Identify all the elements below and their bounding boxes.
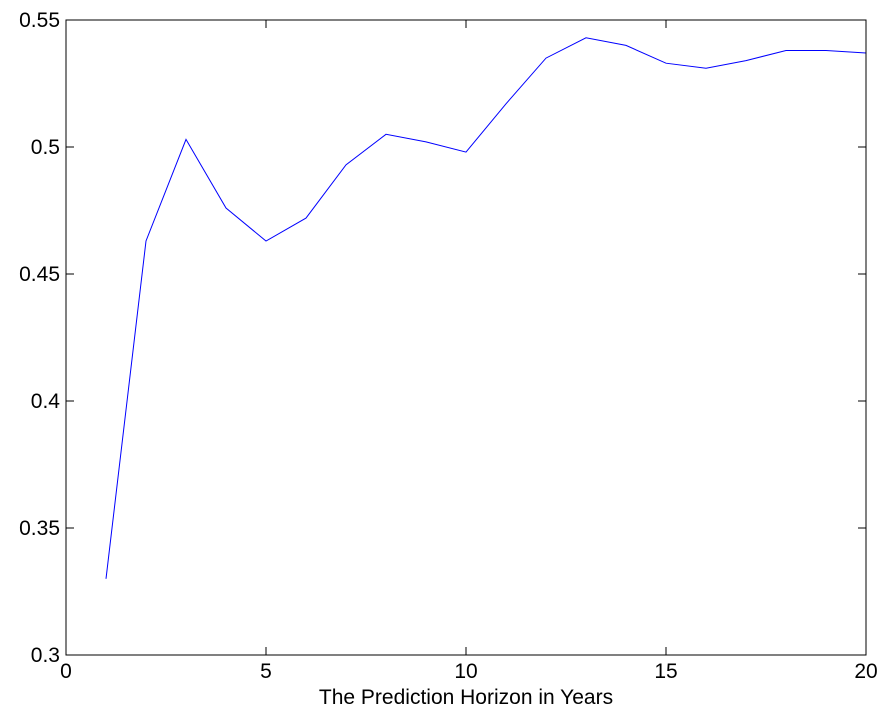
y-tick-label: 0.55 bbox=[19, 9, 60, 32]
data-point bbox=[706, 68, 707, 69]
plot-area-frame bbox=[65, 19, 867, 656]
data-point bbox=[666, 63, 667, 64]
y-tick-label: 0.4 bbox=[31, 390, 61, 413]
data-point bbox=[786, 50, 787, 51]
data-point bbox=[146, 240, 147, 241]
data-point bbox=[426, 141, 427, 142]
series-group bbox=[105, 37, 867, 579]
x-tick-label: 5 bbox=[260, 660, 272, 683]
data-point bbox=[506, 103, 507, 104]
x-tick-label: 20 bbox=[854, 660, 877, 683]
data-point bbox=[466, 152, 467, 153]
data-point bbox=[266, 240, 267, 241]
data-point bbox=[306, 218, 307, 219]
data-point bbox=[546, 58, 547, 59]
data-point bbox=[186, 139, 187, 140]
y-tick-label: 0.5 bbox=[31, 136, 60, 159]
x-axis-label: The Prediction Horizon in Years bbox=[319, 686, 613, 709]
x-tick-label: 10 bbox=[454, 660, 477, 683]
series-line bbox=[105, 37, 867, 579]
data-point bbox=[626, 45, 627, 46]
data-point bbox=[586, 37, 587, 38]
axis-ticks bbox=[65, 19, 867, 656]
x-tick-label: 0 bbox=[60, 660, 72, 683]
data-point bbox=[226, 207, 227, 208]
y-tick-label: 0.35 bbox=[19, 517, 60, 540]
x-tick-label: 15 bbox=[654, 660, 677, 683]
tick-labels: 0 5 10 15 20 0.3 0.35 0.4 0.45 0.5 0.55 bbox=[19, 9, 878, 683]
data-point bbox=[386, 134, 387, 135]
data-point bbox=[746, 60, 747, 61]
data-point bbox=[826, 50, 827, 51]
y-tick-label: 0.45 bbox=[19, 263, 60, 286]
data-point bbox=[346, 164, 347, 165]
y-tick-label: 0.3 bbox=[31, 644, 60, 667]
data-point bbox=[106, 578, 107, 579]
